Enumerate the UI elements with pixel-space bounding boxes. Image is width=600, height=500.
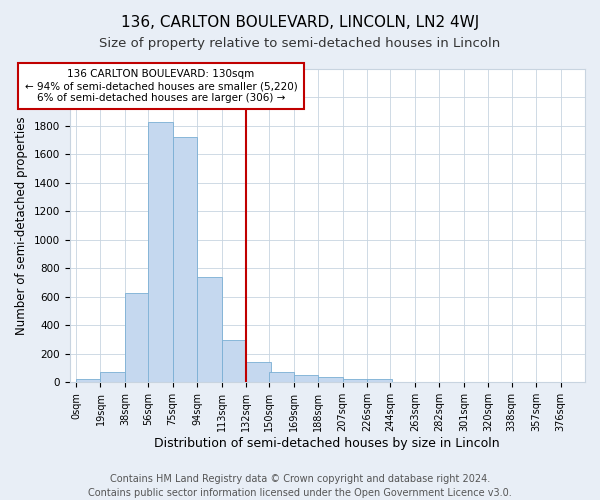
Text: Size of property relative to semi-detached houses in Lincoln: Size of property relative to semi-detach… <box>100 38 500 51</box>
Bar <box>125 292 149 382</box>
Text: 136, CARLTON BOULEVARD, LINCOLN, LN2 4WJ: 136, CARLTON BOULEVARD, LINCOLN, LN2 4WJ <box>121 15 479 30</box>
Bar <box>221 340 246 382</box>
Bar <box>173 138 197 382</box>
Bar <box>246 362 271 382</box>
Bar <box>294 375 318 382</box>
Bar <box>148 122 173 382</box>
Text: 136 CARLTON BOULEVARD: 130sqm
← 94% of semi-detached houses are smaller (5,220)
: 136 CARLTON BOULEVARD: 130sqm ← 94% of s… <box>25 70 298 102</box>
Bar <box>269 372 294 382</box>
Y-axis label: Number of semi-detached properties: Number of semi-detached properties <box>15 116 28 335</box>
Bar <box>76 380 100 382</box>
Bar <box>318 376 343 382</box>
Bar <box>100 372 125 382</box>
X-axis label: Distribution of semi-detached houses by size in Lincoln: Distribution of semi-detached houses by … <box>154 437 500 450</box>
Bar <box>367 380 392 382</box>
Bar <box>343 380 367 382</box>
Bar <box>197 277 221 382</box>
Text: Contains HM Land Registry data © Crown copyright and database right 2024.
Contai: Contains HM Land Registry data © Crown c… <box>88 474 512 498</box>
